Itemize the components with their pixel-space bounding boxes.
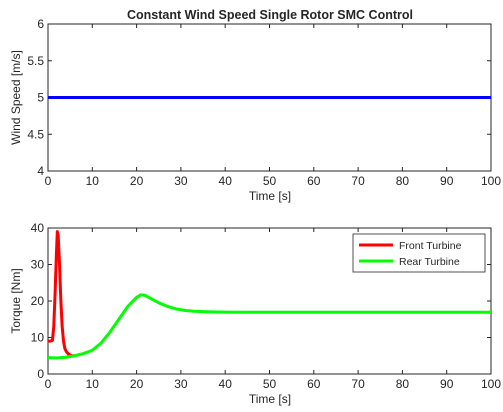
y-tick-label: 6 — [37, 17, 44, 31]
legend-label: Front Turbine — [399, 240, 462, 252]
y-tick-label: 5 — [37, 91, 44, 105]
x-tick-label: 80 — [396, 377, 410, 391]
front-turbine-line — [48, 230, 75, 358]
y-tick-label: 5.5 — [27, 54, 44, 68]
bottom-axis-ticks: 0 10 20 30 40 50 60 70 80 90 100 0 10 20 30 40 — [31, 221, 502, 391]
x-tick-label: 90 — [440, 377, 454, 391]
y-tick-label: 4 — [37, 164, 44, 178]
x-tick-label: 60 — [307, 377, 321, 391]
x-tick-label: 90 — [440, 174, 454, 188]
x-tick-label: 80 — [396, 174, 410, 188]
legend-label: Rear Turbine — [399, 256, 460, 268]
bottom-y-axis-label: Torque [Nm] — [9, 268, 23, 333]
y-tick-label: 0 — [37, 367, 44, 381]
x-tick-label: 70 — [351, 174, 365, 188]
x-tick-label: 60 — [307, 174, 321, 188]
x-tick-label: 100 — [481, 174, 501, 188]
bottom-series-layer — [48, 230, 491, 360]
top-y-axis-label: Wind Speed [m/s] — [9, 50, 23, 145]
y-tick-label: 40 — [31, 221, 45, 235]
top-subplot: Constant Wind Speed Single Rotor SMC Con… — [9, 8, 501, 203]
x-tick-label: 10 — [86, 174, 100, 188]
x-tick-label: 10 — [86, 377, 100, 391]
x-tick-label: 50 — [263, 377, 277, 391]
x-tick-label: 0 — [45, 174, 52, 188]
top-axis-ticks: 0 10 20 30 40 50 60 70 80 90 100 4 4.5 5 5.5 6 — [27, 17, 501, 188]
x-tick-label: 100 — [481, 377, 501, 391]
top-x-axis-label: Time [s] — [249, 189, 291, 203]
top-chart-title: Constant Wind Speed Single Rotor SMC Con… — [127, 8, 413, 22]
x-tick-label: 0 — [45, 377, 52, 391]
rear-turbine-line — [48, 293, 491, 360]
x-tick-label: 20 — [130, 377, 144, 391]
x-tick-label: 40 — [219, 174, 233, 188]
x-tick-label: 50 — [263, 174, 277, 188]
bottom-subplot: 0 10 20 30 40 50 60 70 80 90 100 0 10 20 30 40 Time [s]… — [9, 221, 501, 406]
x-tick-label: 20 — [130, 174, 144, 188]
legend: Front Turbine Rear Turbine — [352, 233, 486, 273]
legend-box — [352, 233, 486, 273]
x-tick-label: 30 — [174, 174, 188, 188]
y-tick-label: 4.5 — [27, 127, 44, 141]
x-tick-label: 70 — [351, 377, 365, 391]
x-tick-label: 30 — [174, 377, 188, 391]
y-tick-label: 10 — [31, 331, 45, 345]
x-tick-label: 40 — [219, 377, 233, 391]
bottom-x-axis-label: Time [s] — [249, 392, 291, 406]
y-tick-label: 20 — [31, 294, 45, 308]
y-tick-label: 30 — [31, 258, 45, 272]
